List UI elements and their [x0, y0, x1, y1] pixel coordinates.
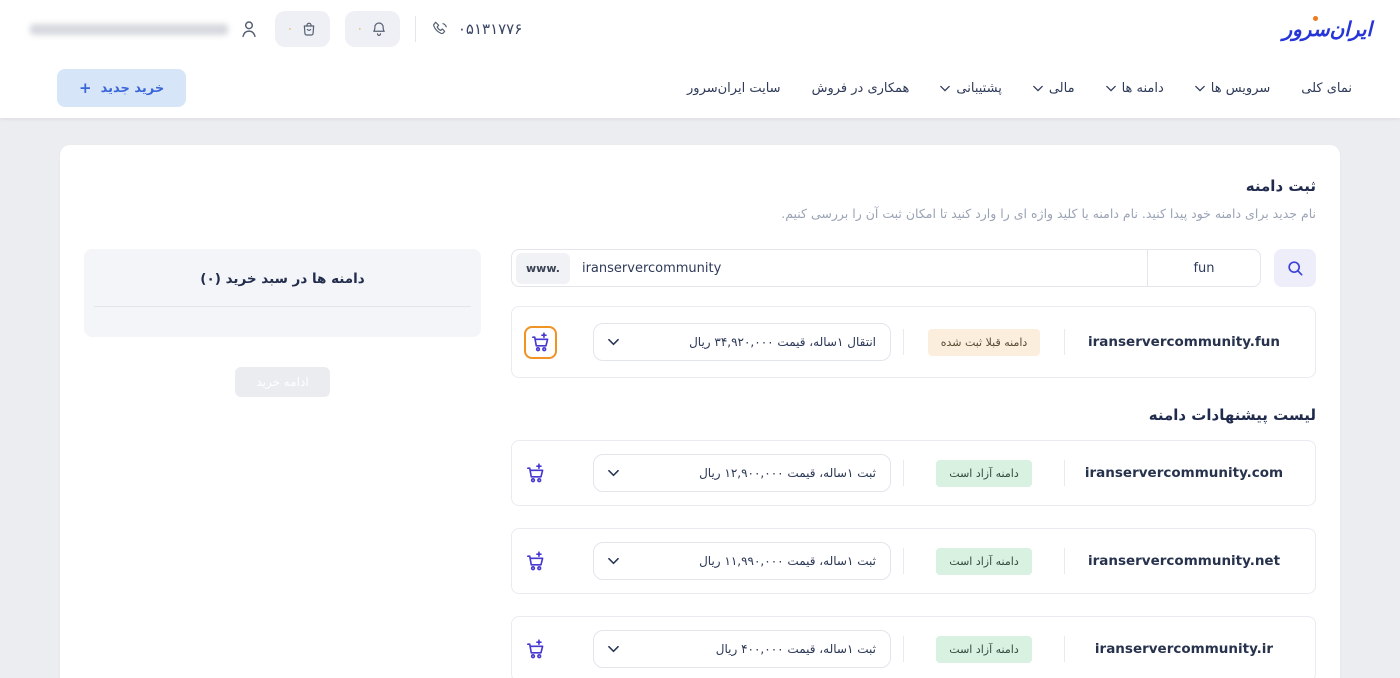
user-account[interactable]	[30, 18, 260, 40]
cart-column: دامنه ها در سبد خرید (۰) ادامه خرید	[84, 249, 481, 678]
search-button[interactable]	[1274, 249, 1316, 287]
header-top-row: ایران‌سرور ۰۵۱۳۱۷۷۶ ۰ ۰	[0, 0, 1400, 58]
continue-purchase-button[interactable]: ادامه خرید	[235, 367, 330, 397]
status-badge-cell: دامنه آزاد است	[904, 547, 1064, 575]
status-badge-cell: دامنه آزاد است	[904, 459, 1064, 487]
user-name-blurred	[30, 23, 228, 35]
shopping-bag-icon	[300, 20, 318, 38]
suggestions-title: لیست پیشنهادات دامنه	[1148, 406, 1316, 424]
cart-count-badge: ۰	[287, 22, 293, 35]
cart-button[interactable]: ۰	[275, 11, 330, 47]
notification-count-badge: ۰	[356, 22, 363, 35]
row-divider	[903, 548, 904, 574]
plan-dropdown[interactable]: انتقال ۱ساله، قیمت ۳۴,۹۲۰,۰۰۰ ریال	[593, 323, 891, 361]
tld-divider	[1147, 250, 1148, 286]
header-divider	[414, 16, 416, 42]
suggestion-row: iranservercommunity.net دامنه آزاد است ث…	[511, 528, 1316, 594]
status-badge: دامنه آزاد است	[936, 547, 1032, 575]
search-icon	[1285, 258, 1305, 278]
plan-dropdown[interactable]: ثبت ۱ساله، قیمت ۱۱,۹۹۰,۰۰۰ ریال	[593, 542, 891, 580]
nav-list: نمای کلی سرویس ها دامنه ها مالی پشتیبانی…	[687, 81, 1352, 96]
cart-plus-icon	[524, 462, 547, 485]
suggestion-row: iranservercommunity.com دامنه آزاد است ث…	[511, 440, 1316, 506]
page-title: ثبت دامنه	[1245, 177, 1316, 195]
nav-item-domains[interactable]: دامنه ها	[1105, 81, 1164, 96]
domain-search-row: www. fun	[511, 249, 1316, 287]
suggestion-domain: iranservercommunity.com	[1084, 465, 1284, 481]
row-divider	[903, 460, 904, 486]
search-results-column: www. fun iranservercommunity.fun	[511, 249, 1316, 678]
brand-logo-text: ایران‌سرور	[1282, 17, 1372, 41]
status-badge-cell: دامنه قبلا ثبت شده	[904, 328, 1064, 356]
nav-item-billing[interactable]: مالی	[1033, 81, 1075, 96]
chevron-down-icon	[608, 557, 619, 565]
cart-panel: دامنه ها در سبد خرید (۰)	[84, 249, 481, 337]
chevron-down-icon	[940, 85, 951, 92]
row-divider	[1064, 329, 1065, 355]
chevron-down-icon	[1194, 85, 1205, 92]
status-badge: دامنه آزاد است	[936, 459, 1032, 487]
chevron-down-icon	[1105, 85, 1116, 92]
row-divider	[1064, 548, 1065, 574]
nav-item-affiliate[interactable]: همکاری در فروش	[811, 80, 910, 96]
status-badge-cell: دامنه آزاد است	[904, 635, 1064, 663]
card-layout: www. fun iranservercommunity.fun	[84, 249, 1316, 678]
result-domain: iranservercommunity.fun	[1088, 334, 1280, 350]
add-to-cart-button[interactable]	[524, 638, 547, 661]
nav-item-support[interactable]: پشتیبانی	[940, 81, 1002, 96]
status-badge: دامنه قبلا ثبت شده	[927, 328, 1041, 356]
tld-select[interactable]: fun	[1193, 260, 1215, 276]
bell-icon	[370, 20, 388, 38]
chevron-down-icon	[608, 469, 619, 477]
search-result-row: iranservercommunity.fun دامنه قبلا ثبت ش…	[511, 306, 1316, 378]
notifications-button[interactable]: ۰	[344, 11, 400, 47]
row-divider	[1064, 460, 1065, 486]
header-user-area: ۰۵۱۳۱۷۷۶ ۰ ۰	[30, 11, 522, 47]
phone-icon	[431, 20, 450, 39]
cart-plus-icon	[529, 331, 552, 354]
suggestion-row: iranservercommunity.ir دامنه آزاد است ثب…	[511, 616, 1316, 678]
phone-number: ۰۵۱۳۱۷۷۶	[457, 20, 523, 38]
page-subtitle: نام جدید برای دامنه خود پیدا کنید. نام د…	[781, 206, 1316, 221]
domain-register-card: ثبت دامنه نام جدید برای دامنه خود پیدا ک…	[60, 145, 1340, 678]
chevron-down-icon	[608, 645, 619, 653]
cart-plus-icon	[524, 638, 547, 661]
cart-plus-icon	[524, 550, 547, 573]
domain-search-box: www. fun	[511, 249, 1261, 287]
plan-dropdown[interactable]: ثبت ۱ساله، قیمت ۴۰۰,۰۰۰ ریال	[593, 630, 891, 668]
domain-search-input[interactable]	[569, 260, 1147, 276]
suggestion-domain: iranservercommunity.ir	[1094, 641, 1274, 657]
header: ایران‌سرور ۰۵۱۳۱۷۷۶ ۰ ۰	[0, 0, 1400, 118]
add-to-cart-button-selected[interactable]	[524, 325, 557, 359]
chevron-down-icon	[1033, 85, 1043, 92]
row-divider	[903, 636, 904, 662]
nav-item-overview[interactable]: نمای کلی	[1301, 80, 1352, 96]
row-divider	[1064, 636, 1065, 662]
www-prefix: www.	[516, 252, 570, 284]
plus-icon: +	[79, 79, 92, 97]
status-badge: دامنه آزاد است	[936, 635, 1032, 663]
add-to-cart-button[interactable]	[524, 462, 547, 485]
add-to-cart-button[interactable]	[524, 550, 547, 573]
main-navigation: نمای کلی سرویس ها دامنه ها مالی پشتیبانی…	[0, 58, 1400, 118]
logo-accent-dot	[1313, 16, 1318, 21]
new-purchase-button[interactable]: خرید جدید +	[57, 69, 187, 107]
support-phone: ۰۵۱۳۱۷۷۶	[431, 20, 522, 39]
row-divider	[903, 329, 904, 355]
nav-item-website[interactable]: سایت ایران‌سرور	[687, 80, 781, 96]
chevron-down-icon	[608, 338, 619, 346]
cart-panel-divider	[94, 306, 471, 307]
suggestion-domain: iranservercommunity.net	[1087, 553, 1281, 569]
plan-dropdown[interactable]: ثبت ۱ساله، قیمت ۱۲,۹۰۰,۰۰۰ ریال	[593, 454, 891, 492]
cart-panel-title: دامنه ها در سبد خرید (۰)	[200, 271, 365, 287]
brand-logo[interactable]: ایران‌سرور	[1282, 16, 1372, 41]
user-icon	[238, 18, 260, 40]
suggestion-list: iranservercommunity.com دامنه آزاد است ث…	[511, 440, 1316, 678]
nav-item-services[interactable]: سرویس ها	[1194, 81, 1270, 96]
page-content: ثبت دامنه نام جدید برای دامنه خود پیدا ک…	[0, 118, 1400, 678]
